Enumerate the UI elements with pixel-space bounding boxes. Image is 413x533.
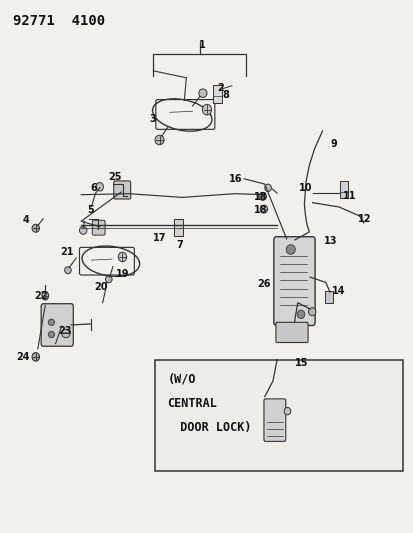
Text: (W/O: (W/O [167,373,196,386]
Text: 18: 18 [253,205,267,215]
Text: 92771  4100: 92771 4100 [13,14,105,28]
FancyBboxPatch shape [114,181,131,199]
FancyBboxPatch shape [263,399,285,441]
Text: 26: 26 [256,279,270,289]
Text: 15: 15 [294,358,308,368]
Ellipse shape [154,135,164,145]
Text: 5: 5 [87,205,94,215]
FancyBboxPatch shape [92,220,105,235]
Ellipse shape [283,407,290,415]
Ellipse shape [64,266,71,273]
Text: 2: 2 [216,83,223,93]
Text: 24: 24 [17,352,30,362]
FancyBboxPatch shape [273,237,314,326]
Text: 25: 25 [108,172,122,182]
Ellipse shape [42,292,48,300]
Bar [339,181,347,198]
Ellipse shape [198,89,206,98]
Ellipse shape [118,252,126,262]
Ellipse shape [260,205,267,213]
Ellipse shape [202,104,211,115]
Text: 16: 16 [228,174,242,184]
Ellipse shape [48,319,55,326]
Ellipse shape [32,353,39,361]
Bar [155,360,402,471]
Text: DOOR LOCK): DOOR LOCK) [166,421,251,434]
Text: 3: 3 [149,114,156,124]
Text: 11: 11 [342,191,355,201]
Ellipse shape [62,329,70,338]
Bar [213,85,222,103]
Text: 23: 23 [58,326,71,336]
Text: 14: 14 [332,286,345,296]
Text: 12: 12 [357,214,370,224]
Text: 22: 22 [34,290,48,301]
Text: 17: 17 [152,233,166,244]
Ellipse shape [285,245,294,254]
Text: 19: 19 [115,270,129,279]
Bar [173,219,183,236]
Ellipse shape [96,182,103,191]
Ellipse shape [259,192,266,200]
Ellipse shape [32,224,39,232]
Ellipse shape [48,332,55,338]
Bar [324,291,332,303]
Ellipse shape [264,184,271,191]
Text: 1: 1 [198,40,205,50]
Text: CENTRAL: CENTRAL [166,397,216,410]
Text: 18: 18 [253,192,267,203]
Text: 6: 6 [90,183,97,193]
Text: 10: 10 [299,183,312,193]
Text: 9: 9 [330,139,336,149]
Ellipse shape [79,227,87,235]
Text: 8: 8 [222,90,228,100]
Ellipse shape [308,308,315,316]
Ellipse shape [297,310,304,319]
Text: 7: 7 [176,240,183,250]
Text: 13: 13 [323,236,337,246]
FancyBboxPatch shape [275,322,307,343]
Text: 20: 20 [94,282,107,292]
Text: 21: 21 [60,247,73,256]
Ellipse shape [105,276,112,282]
Text: 4: 4 [23,215,30,225]
FancyBboxPatch shape [41,304,73,346]
